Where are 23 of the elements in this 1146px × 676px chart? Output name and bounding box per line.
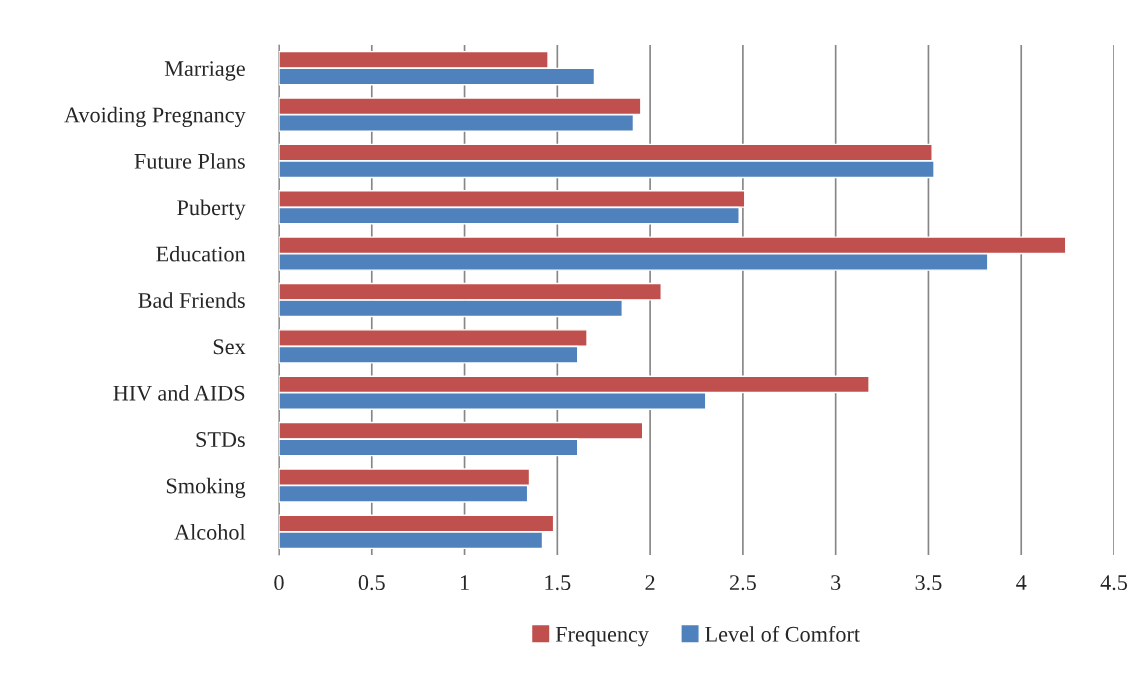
y-tick-label: Future Plans bbox=[134, 153, 245, 169]
y-tick-label: Education bbox=[156, 245, 246, 262]
y-tick-label: Marriage bbox=[164, 61, 245, 81]
x-tick-label: 1 bbox=[460, 575, 469, 590]
x-tick-label: 0 bbox=[274, 575, 284, 591]
y-tick-label: Puberty bbox=[177, 199, 246, 220]
x-tick-label: 2.5 bbox=[729, 575, 756, 591]
x-tick-label: 4.5 bbox=[1100, 575, 1128, 591]
y-tick-label: Bad Friends bbox=[138, 292, 245, 308]
x-tick-label: 4 bbox=[1016, 575, 1027, 590]
y-tick-label: Alcohol bbox=[174, 524, 246, 540]
x-tick-label: 3 bbox=[831, 575, 841, 591]
x-tick-label: 1.5 bbox=[545, 575, 571, 591]
legend-label: Level of Comfort bbox=[705, 625, 860, 642]
x-tick-label: 2 bbox=[645, 575, 655, 590]
y-tick-label: Smoking bbox=[166, 477, 246, 498]
x-tick-label: 3.5 bbox=[915, 575, 942, 591]
x-tick-label: 0.5 bbox=[358, 575, 385, 591]
y-tick-label: STDs bbox=[196, 432, 245, 448]
y-tick-label: HIV and AIDS bbox=[113, 385, 245, 401]
y-tick-label: Sex bbox=[213, 339, 246, 355]
legend-label: Frequency bbox=[555, 627, 649, 647]
y-tick-label: Avoiding Pregnancy bbox=[64, 106, 246, 128]
